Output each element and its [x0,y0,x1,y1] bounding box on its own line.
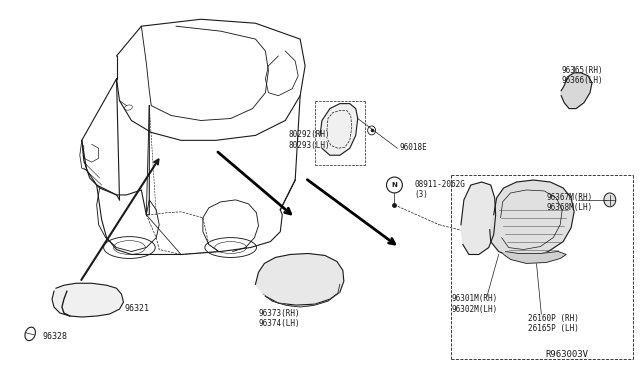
Ellipse shape [61,290,67,298]
Polygon shape [255,253,344,305]
Text: R963003V: R963003V [545,350,588,359]
Text: 80292(RH)
80293(LH): 80292(RH) 80293(LH) [288,131,330,150]
Polygon shape [561,73,592,109]
Text: 96365(RH)
96366(LH): 96365(RH) 96366(LH) [561,66,603,85]
Text: 96328: 96328 [42,332,67,341]
Polygon shape [52,283,124,317]
Ellipse shape [604,193,616,207]
Text: 96373(RH)
96374(LH): 96373(RH) 96374(LH) [259,309,300,328]
Ellipse shape [367,126,376,135]
Text: 96367M(RH)
96368M(LH): 96367M(RH) 96368M(LH) [547,193,593,212]
Text: 08911-2062G
(3): 08911-2062G (3) [414,180,465,199]
Text: 26160P (RH)
26165P (LH): 26160P (RH) 26165P (LH) [529,314,579,333]
Polygon shape [461,182,495,254]
Text: 96018E: 96018E [399,143,427,152]
Polygon shape [504,251,566,263]
Polygon shape [490,180,574,257]
Ellipse shape [387,177,403,193]
Polygon shape [320,104,358,155]
Ellipse shape [58,301,63,307]
Text: N: N [392,182,397,188]
Text: 96301M(RH)
96302M(LH): 96301M(RH) 96302M(LH) [451,294,497,314]
Text: 96321: 96321 [124,304,150,313]
